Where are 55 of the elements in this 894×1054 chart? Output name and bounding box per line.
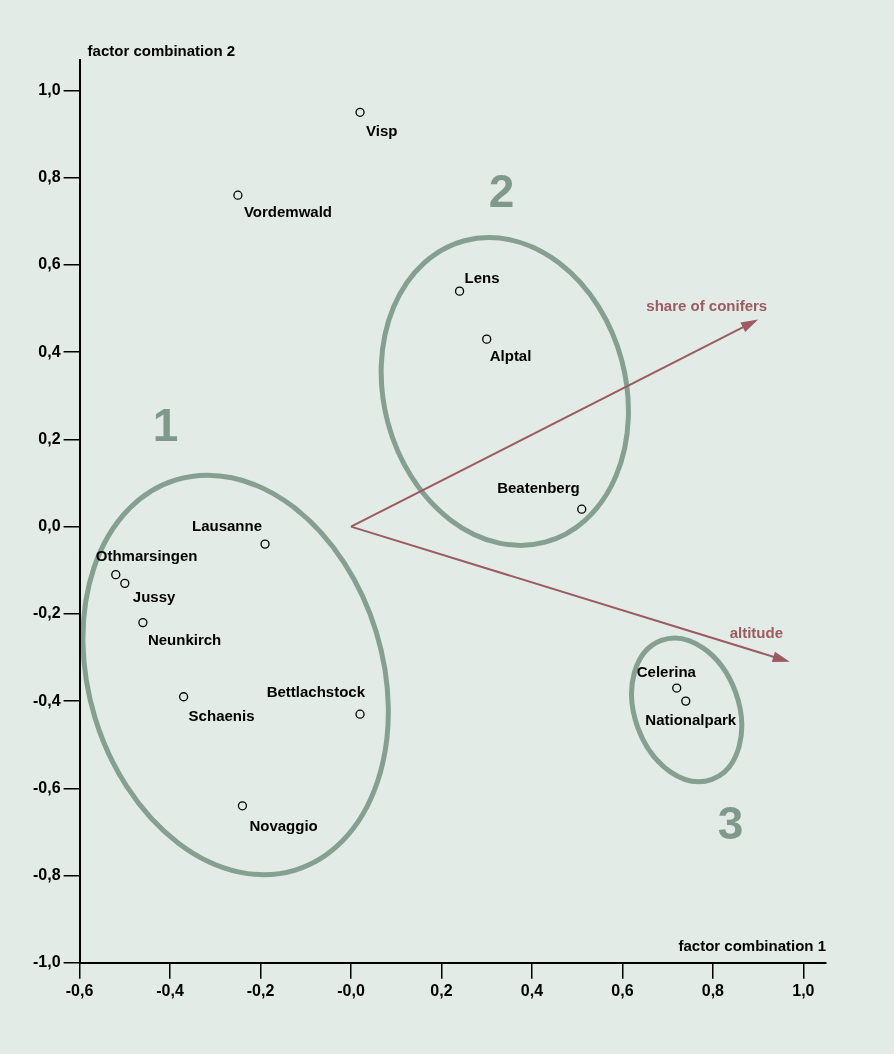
x-tick-label: -0,4 <box>156 981 184 999</box>
x-tick-label: 0,6 <box>611 981 634 999</box>
x-tick-label: -0,2 <box>246 981 275 999</box>
series-label: Celerina <box>636 663 697 681</box>
point <box>237 801 248 811</box>
x-tick-label: 0,4 <box>520 981 544 999</box>
point <box>111 569 121 580</box>
point <box>577 504 587 514</box>
y-tick-label: 0,0 <box>38 517 61 535</box>
series-label: Beatenberg <box>497 479 580 497</box>
point <box>355 709 365 719</box>
series-label: Novaggio <box>249 816 318 834</box>
annotation: share of conifers <box>646 296 768 314</box>
y-tick-label: 1,0 <box>38 80 61 98</box>
series-label: Schaenis <box>188 706 255 724</box>
y-tick-label: -0,8 <box>32 865 61 883</box>
series-label: Visp <box>366 122 398 140</box>
point <box>454 286 465 296</box>
y-tick-label: -0,4 <box>32 691 61 709</box>
x-axis-title: factor combination 1 <box>678 936 826 954</box>
series-label: Neunkirch <box>147 630 222 648</box>
annotation: altitude <box>729 623 784 641</box>
point <box>355 107 365 117</box>
series-label: Alptal <box>489 347 532 365</box>
point <box>178 692 189 702</box>
point <box>681 696 691 706</box>
series-label: Othmarsingen <box>95 546 198 564</box>
annotation: 1 <box>152 398 179 451</box>
series-label: Jussy <box>132 587 176 605</box>
x-tick-label: 1,0 <box>792 981 815 999</box>
x-tick-label: -0,0 <box>337 981 365 999</box>
series-label: Vordemwald <box>243 203 332 221</box>
y-tick-label: 0,4 <box>38 342 61 360</box>
y-tick-label: -0,2 <box>32 604 61 622</box>
x-tick-label: 0,8 <box>701 981 725 999</box>
series-label: Nationalpark <box>645 711 737 729</box>
y-tick-label: -1,0 <box>32 953 61 971</box>
point <box>233 190 243 200</box>
y-tick-label: 0,8 <box>38 168 61 186</box>
y-tick-label: 0,2 <box>38 429 61 447</box>
y-tick-label: 0,6 <box>38 255 61 273</box>
point <box>672 683 682 693</box>
series-label: Lausanne <box>192 517 263 535</box>
point <box>260 539 270 549</box>
point <box>120 578 130 589</box>
series-label: Bettlachstock <box>266 683 366 701</box>
y-tick-label: -0,6 <box>32 778 61 796</box>
series-label: Lens <box>464 269 500 287</box>
annotation: 3 <box>717 796 744 849</box>
x-tick-label: -0,6 <box>65 981 94 999</box>
point <box>138 617 148 628</box>
point <box>482 334 492 344</box>
annotation: 2 <box>488 165 515 218</box>
x-tick-label: 0,2 <box>430 981 453 999</box>
y-axis-title: factor combination 2 <box>87 42 236 60</box>
